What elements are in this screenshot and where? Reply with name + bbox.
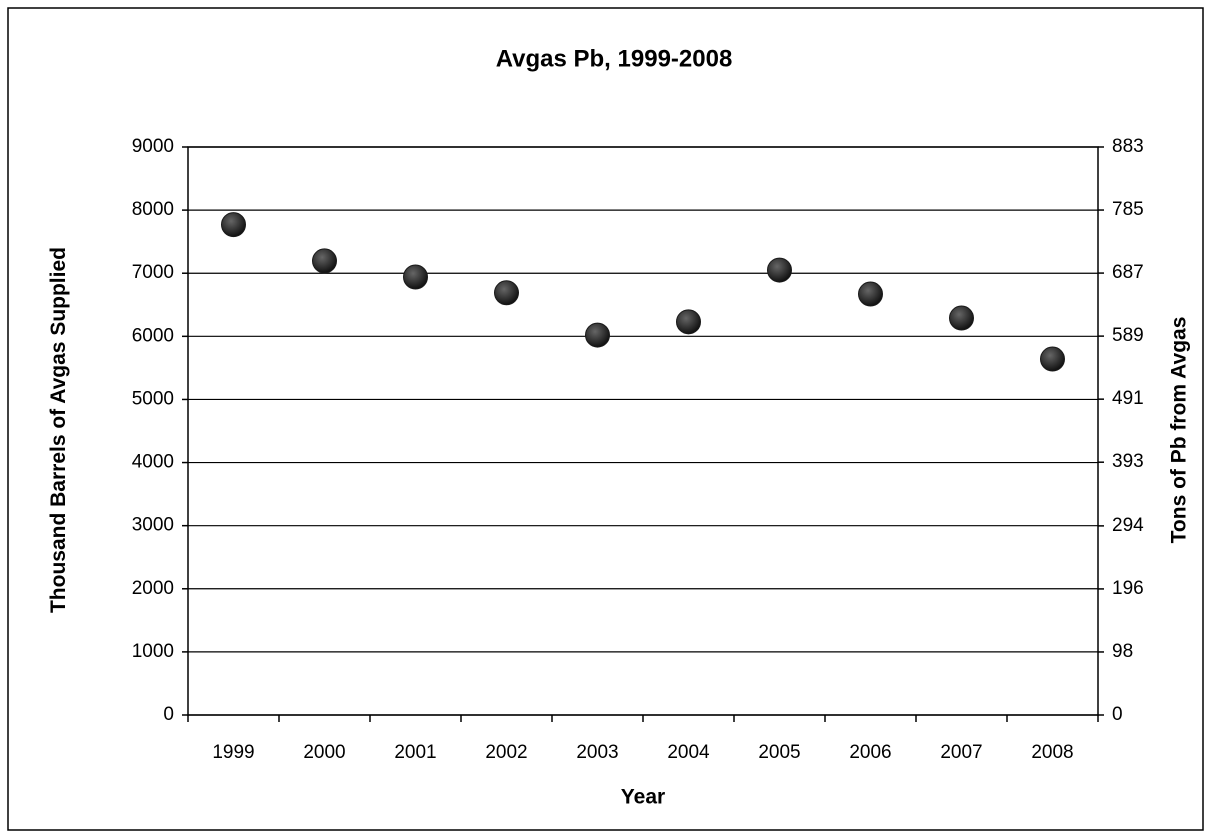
y-tick-label: 5000 xyxy=(132,388,174,409)
point xyxy=(221,212,246,238)
point xyxy=(676,309,701,335)
y2-tick-label: 0 xyxy=(1112,704,1123,725)
point xyxy=(403,264,428,290)
x-tick-label: 1999 xyxy=(212,742,254,763)
y-tick-label: 7000 xyxy=(132,262,174,283)
y-tick-label: 4000 xyxy=(132,452,174,473)
point xyxy=(494,280,519,306)
y2-tick-label: 687 xyxy=(1112,262,1144,283)
point xyxy=(1040,346,1065,372)
x-tick-label: 2006 xyxy=(849,742,891,763)
plot-area xyxy=(187,146,1099,716)
x-tick-label: 2005 xyxy=(758,742,800,763)
x-tick-label: 2002 xyxy=(485,742,527,763)
point xyxy=(767,257,792,283)
y2-tick-label: 98 xyxy=(1112,641,1133,662)
y2-tick-label: 883 xyxy=(1112,136,1144,157)
y-axis-label: Thousand Barrels of Avgas Supplied xyxy=(47,247,70,614)
y2-axis-label: Tons of Pb from Avgas xyxy=(1168,317,1191,544)
y-tick-label: 9000 xyxy=(132,136,174,157)
y2-tick-label: 393 xyxy=(1112,451,1144,472)
y-tick-label: 0 xyxy=(163,704,174,725)
y-tick-label: 2000 xyxy=(132,578,174,599)
y-tick-label: 8000 xyxy=(132,199,174,220)
y-tick-label: 1000 xyxy=(132,641,174,662)
x-tick-label: 2003 xyxy=(576,742,618,763)
y2-tick-label: 785 xyxy=(1112,199,1144,220)
y2-tick-label: 589 xyxy=(1112,325,1144,346)
x-tick-label: 2007 xyxy=(940,742,982,763)
x-tick-label: 2004 xyxy=(667,742,710,763)
x-tick-label: 2001 xyxy=(394,742,436,763)
point xyxy=(949,305,974,331)
chart-title: Avgas Pb, 1999-2008 xyxy=(496,45,733,72)
y2-tick-label: 294 xyxy=(1112,515,1144,536)
point xyxy=(858,281,883,307)
y2-tick-label: 196 xyxy=(1112,578,1144,599)
y-tick-label: 6000 xyxy=(132,325,174,346)
point xyxy=(312,248,337,274)
x-tick-label: 2000 xyxy=(303,742,345,763)
y2-tick-label: 491 xyxy=(1112,388,1144,409)
y-tick-label: 3000 xyxy=(132,515,174,536)
x-axis-label: Year xyxy=(621,786,665,809)
point xyxy=(585,322,610,348)
x-tick-label: 2008 xyxy=(1031,742,1073,763)
